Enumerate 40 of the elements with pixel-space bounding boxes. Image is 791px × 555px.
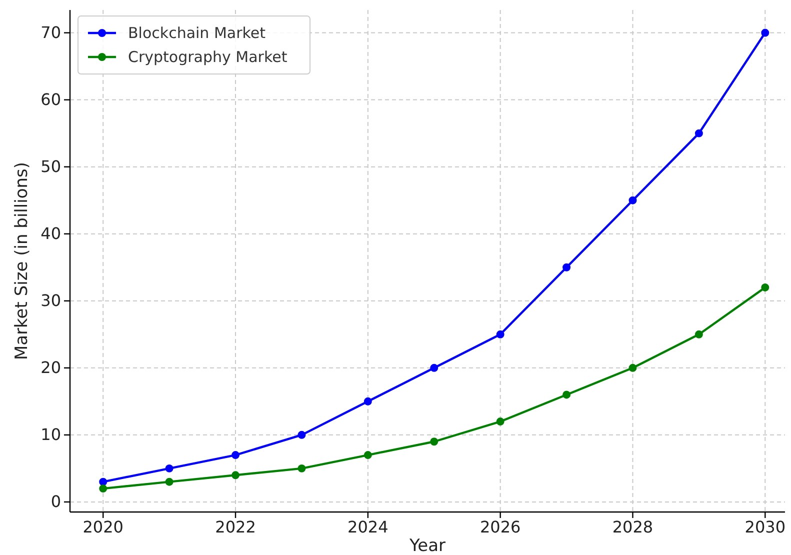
- point: [628, 196, 637, 204]
- point: [562, 390, 571, 399]
- legend-label: Blockchain Market: [128, 24, 266, 42]
- x-tick-label: 2028: [612, 517, 654, 536]
- x-tick-label: 2030: [744, 517, 786, 536]
- point: [694, 330, 703, 338]
- point: [298, 464, 306, 472]
- point: [628, 364, 637, 372]
- y-tick-label: 10: [40, 425, 61, 444]
- point: [496, 418, 504, 426]
- x-axis-title: Year: [408, 536, 446, 555]
- point: [496, 330, 504, 338]
- point: [99, 478, 108, 486]
- y-tick-label: 20: [40, 358, 61, 378]
- x-tick-label: 2020: [82, 517, 124, 536]
- point: [430, 364, 438, 372]
- point: [364, 397, 372, 406]
- y-axis-title: Market Size (in billions): [12, 162, 32, 360]
- point: [694, 129, 703, 138]
- y-tick-label: 0: [50, 492, 61, 512]
- point: [298, 430, 306, 439]
- point: [232, 451, 240, 460]
- y-tick-label: 40: [40, 224, 61, 243]
- legend-label: Cryptography Market: [128, 48, 288, 66]
- point: [562, 263, 571, 272]
- x-tick-label: 2022: [215, 517, 256, 536]
- y-tick-label: 30: [40, 291, 61, 310]
- point: [364, 451, 372, 460]
- point: [165, 464, 174, 472]
- point: [430, 438, 438, 446]
- x-tick-label: 2026: [480, 517, 521, 536]
- point: [165, 478, 174, 486]
- point: [761, 28, 770, 37]
- y-tick-label: 70: [40, 22, 61, 42]
- y-tick-label: 60: [40, 90, 61, 109]
- point: [99, 484, 108, 493]
- y-tick-label: 50: [40, 156, 61, 176]
- point: [232, 471, 240, 480]
- point: [761, 283, 770, 292]
- x-tick-label: 2024: [348, 517, 388, 536]
